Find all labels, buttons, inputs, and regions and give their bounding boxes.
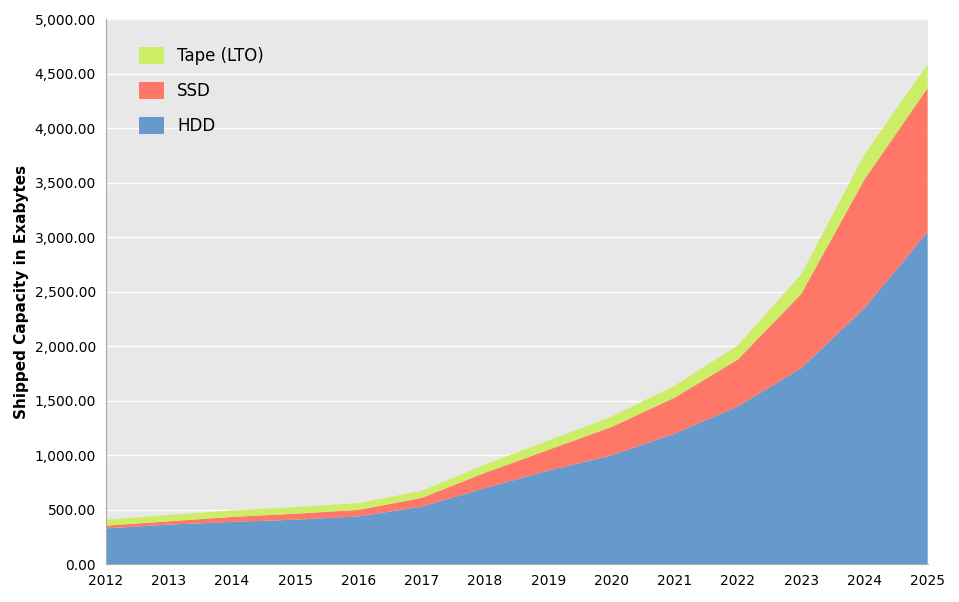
Legend: Tape (LTO), SSD, HDD: Tape (LTO), SSD, HDD — [130, 39, 272, 143]
Y-axis label: Shipped Capacity in Exabytes: Shipped Capacity in Exabytes — [13, 165, 29, 419]
